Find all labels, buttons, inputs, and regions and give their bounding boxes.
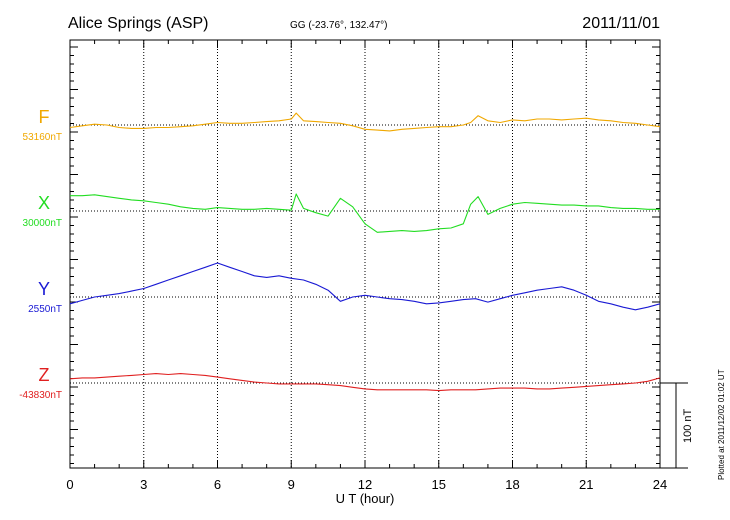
series-line-y (69, 262, 661, 311)
x-tick-label: 6 (214, 477, 221, 492)
series-label-z: Z (39, 365, 50, 385)
station-title: Alice Springs (ASP) (68, 15, 209, 32)
scale-bar-label: 100 nT (682, 408, 694, 443)
series-line-z (69, 373, 661, 392)
tick-marks (69, 40, 661, 468)
plotted-note: Plotted at 2011/12/02 01:02 UT (717, 369, 726, 480)
series-baseline-z: -43830nT (19, 390, 62, 401)
series-line-x (70, 193, 660, 233)
x-tick-label: 0 (66, 477, 73, 492)
series-label-x: X (38, 193, 50, 213)
series-line-f (69, 112, 661, 132)
x-axis-title: U T (hour) (336, 491, 395, 506)
series-label-y: Y (38, 279, 50, 299)
station-coords: GG (-23.76°, 132.47°) (290, 20, 388, 31)
series-baseline-y: 2550nT (28, 304, 62, 315)
x-tick-label: 12 (358, 477, 372, 492)
x-tick-label: 24 (653, 477, 667, 492)
channel-labels: F 53160nT X 30000nT Y 2550nT Z -43830nT (19, 107, 62, 401)
series-label-f: F (39, 107, 50, 127)
x-tick-labels: 0 3 6 9 12 15 18 21 24 (66, 477, 667, 492)
x-tick-label: 21 (579, 477, 593, 492)
series-lines (69, 112, 661, 392)
x-tick-label: 15 (432, 477, 446, 492)
date-label: 2011/11/01 (582, 15, 660, 32)
x-tick-label: 3 (140, 477, 147, 492)
grid (70, 40, 660, 468)
x-tick-label: 9 (288, 477, 295, 492)
x-tick-label: 18 (505, 477, 519, 492)
series-baseline-x: 30000nT (23, 218, 62, 229)
series-baseline-f: 53160nT (23, 132, 62, 143)
